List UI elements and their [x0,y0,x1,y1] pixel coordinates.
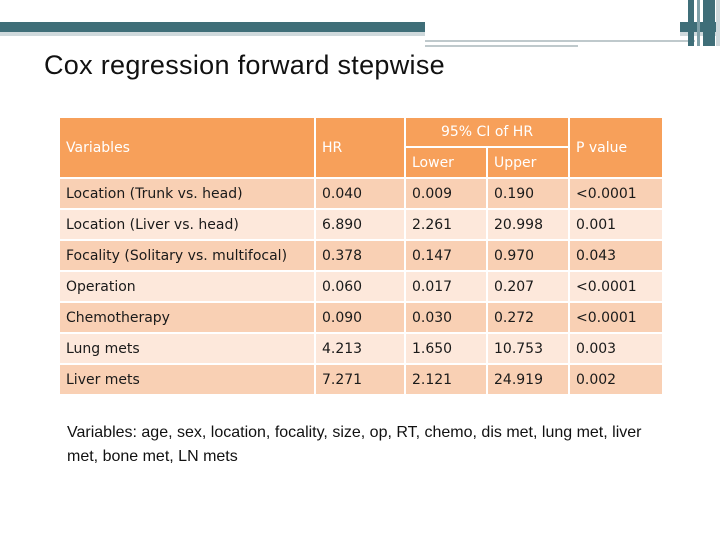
decorative-bar [716,0,720,46]
cell-p-value: <0.0001 [568,270,664,303]
cell-hr: 0.060 [314,270,406,303]
cell-variable: Focality (Solitary vs. multifocal) [58,239,316,272]
cell-lower: 1.650 [404,332,488,365]
table-row: Operation 0.060 0.017 0.207 <0.0001 [58,270,664,303]
cell-hr: 0.040 [314,177,406,210]
cell-lower: 2.261 [404,208,488,241]
cell-upper: 0.207 [486,270,570,303]
table-subheader-row: Lower Upper [59,146,663,179]
cell-variable: Liver mets [58,363,316,396]
cell-lower: 0.147 [404,239,488,272]
cell-lower: 0.009 [404,177,488,210]
table-header-row: Variables HR 95% CI of HR P value [58,116,664,179]
cell-upper: 0.970 [486,239,570,272]
cell-upper: 20.998 [486,208,570,241]
header-hr: HR [314,116,406,179]
cell-p-value: 0.002 [568,363,664,396]
cell-variable: Location (Liver vs. head) [58,208,316,241]
table-row: Chemotherapy 0.090 0.030 0.272 <0.0001 [58,301,664,334]
cell-variable: Operation [58,270,316,303]
cell-p-value: 0.003 [568,332,664,365]
table-row: Focality (Solitary vs. multifocal) 0.378 0… [58,239,664,272]
slide-title: Cox regression forward stepwise [44,50,445,80]
cell-hr: 4.213 [314,332,406,365]
header-upper: Upper [486,146,570,179]
cell-hr: 0.378 [314,239,406,272]
decorative-rule [425,45,578,47]
header-band-gap [425,0,695,48]
cell-upper: 0.190 [486,177,570,210]
cox-regression-table: Variables HR 95% CI of HR P value Lower … [58,116,664,396]
cell-hr: 7.271 [314,363,406,396]
cell-variable: Chemotherapy [58,301,316,334]
decorative-bar [703,0,715,46]
table-row: Lung mets 4.213 1.650 10.753 0.003 [58,332,664,365]
table-row: Location (Liver vs. head) 6.890 2.261 20.99… [58,208,664,241]
header-ci: 95% CI of HR [404,116,570,148]
cell-hr: 6.890 [314,208,406,241]
decorative-rule [425,40,695,42]
cell-lower: 0.030 [404,301,488,334]
cell-variable: Location (Trunk vs. head) [58,177,316,210]
cell-lower: 2.121 [404,363,488,396]
header-band [0,22,720,32]
decorative-bar [688,0,694,46]
cell-variable: Lung mets [58,332,316,365]
cell-hr: 0.090 [314,301,406,334]
table-body: Location (Trunk vs. head) 0.040 0.009 0.190… [58,177,664,396]
variables-note: Variables: age, sex, location, focality,… [67,424,642,465]
cell-upper: 10.753 [486,332,570,365]
cell-upper: 0.272 [486,301,570,334]
table-row: Location (Trunk vs. head) 0.040 0.009 0.190… [58,177,664,210]
cell-p-value: <0.0001 [568,177,664,210]
header-p-value: P value [568,116,664,179]
cell-p-value: <0.0001 [568,301,664,334]
header-variables: Variables [58,116,316,179]
header-band-accent [0,32,720,36]
decorative-bar [697,0,700,46]
cell-upper: 24.919 [486,363,570,396]
cell-lower: 0.017 [404,270,488,303]
table-row: Liver mets 7.271 2.121 24.919 0.002 [58,363,664,396]
cell-p-value: 0.043 [568,239,664,272]
header-lower: Lower [404,146,488,179]
cell-p-value: 0.001 [568,208,664,241]
